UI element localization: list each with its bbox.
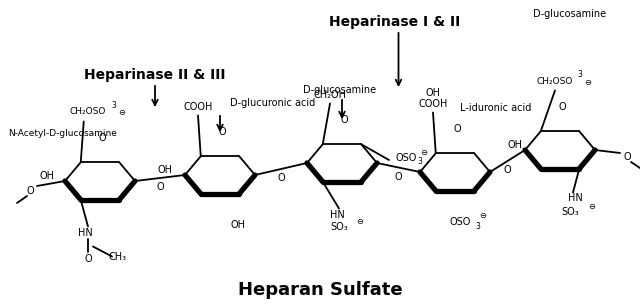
Text: O: O <box>504 165 511 175</box>
Text: OH: OH <box>40 171 54 181</box>
Text: O: O <box>218 126 226 136</box>
Text: CH₂OSO: CH₂OSO <box>537 77 573 86</box>
Text: O: O <box>277 173 285 183</box>
Text: OH: OH <box>157 165 173 175</box>
Text: COOH: COOH <box>419 99 448 109</box>
Text: L-iduronic acid: L-iduronic acid <box>460 103 531 113</box>
Text: ⊖: ⊖ <box>479 211 486 220</box>
Text: SO₃: SO₃ <box>561 207 579 217</box>
Text: O: O <box>156 182 164 192</box>
Text: N-Acetyl-D-glucosamine: N-Acetyl-D-glucosamine <box>8 129 117 137</box>
Text: ⊖: ⊖ <box>589 202 595 211</box>
Text: HN: HN <box>77 227 92 237</box>
Text: OH: OH <box>426 88 440 98</box>
Text: COOH: COOH <box>183 102 212 111</box>
Text: D-glucuronic acid: D-glucuronic acid <box>230 98 316 108</box>
Text: Heparinase I & II: Heparinase I & II <box>330 15 461 29</box>
Text: D-glucosamine: D-glucosamine <box>533 9 607 19</box>
Text: O: O <box>84 253 92 263</box>
Text: CH₃: CH₃ <box>109 252 127 262</box>
Text: 3: 3 <box>476 222 481 231</box>
Text: CH₂OH: CH₂OH <box>314 89 346 99</box>
Text: CH₂OSO: CH₂OSO <box>70 107 106 116</box>
Text: O: O <box>453 124 461 133</box>
Text: O: O <box>623 152 631 162</box>
Text: HN: HN <box>568 192 582 203</box>
Text: O: O <box>340 114 348 125</box>
Text: O: O <box>395 171 403 181</box>
Text: O: O <box>558 102 566 111</box>
Text: 3: 3 <box>111 101 116 110</box>
Text: O: O <box>98 132 106 143</box>
Text: D-glucosamine: D-glucosamine <box>303 85 376 95</box>
Text: OH: OH <box>508 140 522 150</box>
Text: HN: HN <box>330 210 344 219</box>
Text: OH: OH <box>230 219 246 230</box>
Text: O: O <box>26 186 34 196</box>
Text: ⊖: ⊖ <box>584 78 591 87</box>
Text: SO₃: SO₃ <box>330 222 348 232</box>
Text: ⊖: ⊖ <box>420 147 428 156</box>
Text: ⊖: ⊖ <box>356 217 364 226</box>
Text: OSO: OSO <box>396 153 417 163</box>
Text: 3: 3 <box>417 156 422 166</box>
Text: Heparinase II & III: Heparinase II & III <box>84 68 226 82</box>
Text: ⊖: ⊖ <box>118 108 125 117</box>
Text: Heparan Sulfate: Heparan Sulfate <box>237 281 403 299</box>
Text: OSO: OSO <box>449 217 470 226</box>
Text: 3: 3 <box>577 70 582 79</box>
